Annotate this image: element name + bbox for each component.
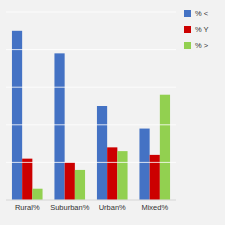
bar <box>139 129 149 200</box>
x-axis <box>6 200 176 201</box>
legend-swatch <box>184 26 191 33</box>
x-tick-label: Urban% <box>99 203 126 212</box>
legend: % < % Y % > <box>184 9 209 50</box>
bar <box>150 155 160 200</box>
bar <box>97 106 107 200</box>
bar <box>107 147 117 200</box>
x-tick-label: Suburban% <box>50 203 90 212</box>
legend-swatch <box>184 10 191 17</box>
bar <box>160 95 170 200</box>
x-tick-label: Mixed% <box>141 203 168 212</box>
bar <box>65 162 75 200</box>
grid-line <box>6 162 176 163</box>
grid-line <box>6 12 176 13</box>
bar <box>117 151 127 200</box>
bar <box>75 170 85 200</box>
bar <box>54 53 64 200</box>
grid-line <box>6 49 176 50</box>
grid <box>6 12 176 200</box>
legend-swatch <box>184 42 191 49</box>
grid-line <box>6 200 176 201</box>
grid-line <box>6 124 176 125</box>
x-tick-label: Rural% <box>15 203 40 212</box>
legend-label: % Y <box>195 25 209 34</box>
bar <box>32 189 42 200</box>
chart: Rural% Suburban% Urban% Mixed% % < % Y % > <box>0 0 225 225</box>
legend-label: % > <box>195 41 209 50</box>
bar <box>12 31 22 200</box>
bar <box>22 159 32 200</box>
legend-label: % < <box>195 9 209 18</box>
grid-line <box>6 87 176 88</box>
bars <box>12 31 170 200</box>
